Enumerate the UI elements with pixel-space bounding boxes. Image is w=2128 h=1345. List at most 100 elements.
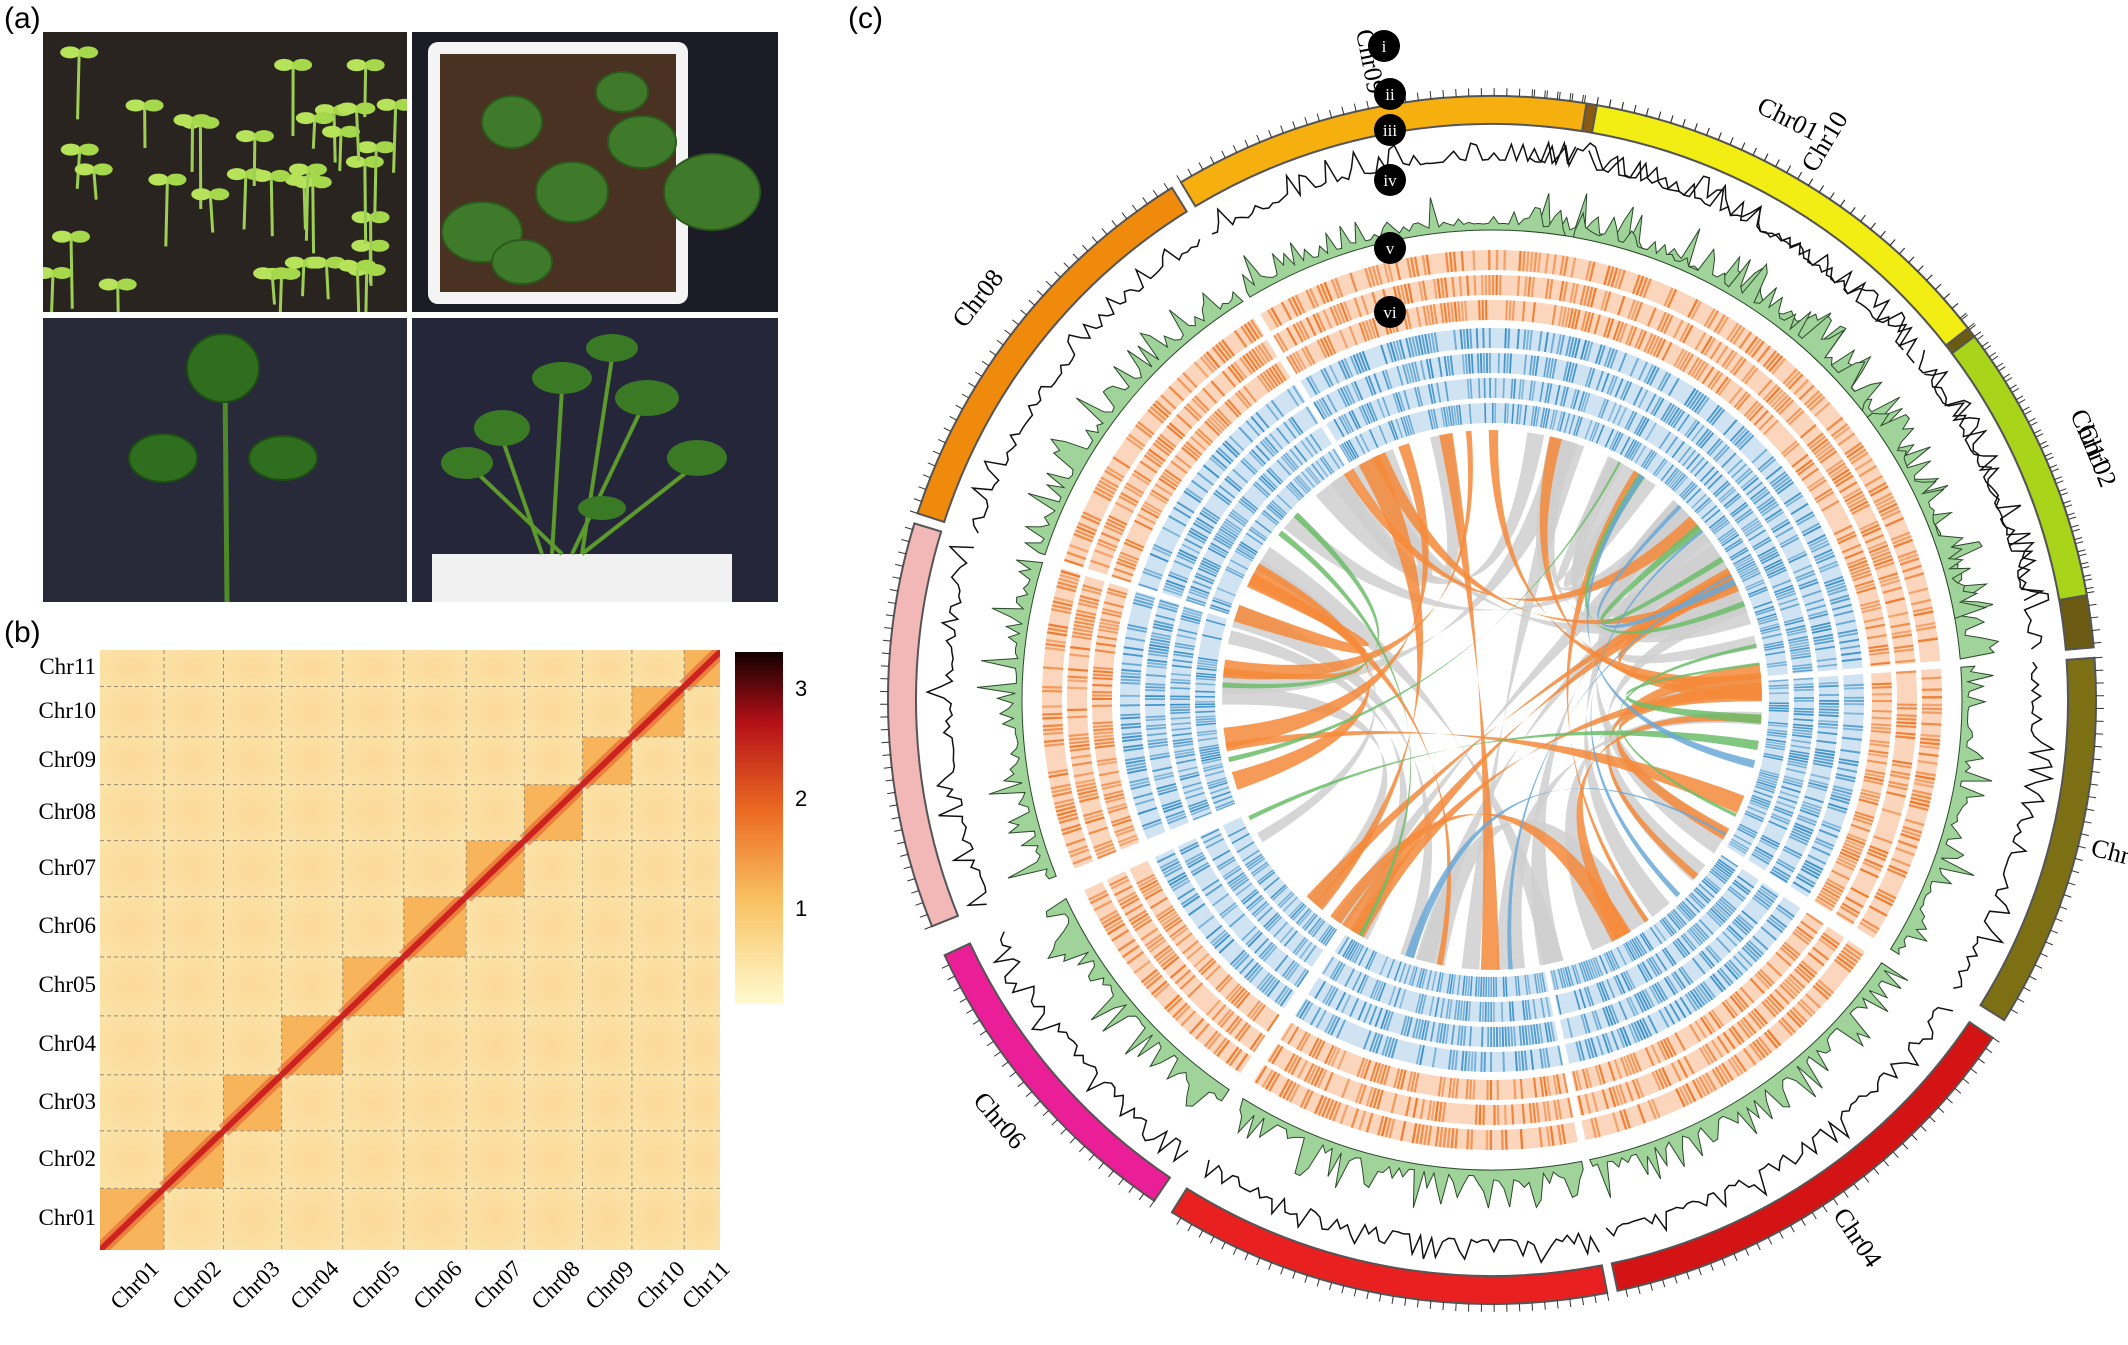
heatmap-y-label: Chr07 xyxy=(0,855,96,881)
heatmap-cell xyxy=(343,1075,404,1131)
heatmap-cell xyxy=(632,1131,684,1188)
track-marker-label: v xyxy=(1386,239,1395,258)
heatmap-cell xyxy=(684,957,720,1016)
heatmap-cell xyxy=(466,1188,524,1250)
heatmap-cell xyxy=(466,1016,524,1075)
heatmap-y-label: Chr04 xyxy=(0,1031,96,1057)
heatmap-cell xyxy=(466,957,524,1016)
chromosome-label: Chr07 xyxy=(856,695,861,761)
heatmap-cell xyxy=(582,785,631,841)
heatmap-cell xyxy=(524,1188,582,1250)
heatmap-cell xyxy=(632,841,684,897)
heatmap-cell xyxy=(466,1075,524,1131)
heatmap-cell xyxy=(404,737,466,785)
heatmap-cell xyxy=(524,1016,582,1075)
heatmap-y-label: Chr11 xyxy=(0,654,96,680)
heatmap-cell xyxy=(632,897,684,957)
heatmap-cell xyxy=(224,1016,282,1075)
heatmap-cell xyxy=(466,737,524,785)
heatmap-cell xyxy=(524,957,582,1016)
heatmap-cell xyxy=(100,897,164,957)
track-marker-label: iii xyxy=(1383,121,1397,140)
potted-plant-photo xyxy=(412,32,778,312)
chromosome-label: Chr04 xyxy=(1827,1202,1887,1272)
heatmap-cell xyxy=(100,1075,164,1131)
heatmap-cell xyxy=(684,785,720,841)
heatmap-cell xyxy=(164,1188,224,1250)
heatmap-cell xyxy=(524,841,582,897)
single-leaf-photo xyxy=(43,318,407,602)
heatmap-y-label: Chr06 xyxy=(0,913,96,939)
heatmap-cell xyxy=(164,1016,224,1075)
heatmap-cell xyxy=(524,897,582,957)
heatmap-cell xyxy=(343,686,404,736)
heatmap-cell xyxy=(684,897,720,957)
heatmap-cell xyxy=(282,1131,343,1188)
heatmap-cell xyxy=(582,686,631,736)
heatmap-cell xyxy=(582,897,631,957)
heatmap-cell xyxy=(224,841,282,897)
chromosome-label: Chr08 xyxy=(946,264,1009,333)
heatmap-cell xyxy=(164,957,224,1016)
track-marker-label: iv xyxy=(1383,171,1397,190)
heatmap-cell xyxy=(632,957,684,1016)
colorbar xyxy=(735,652,783,1004)
heatmap-cell xyxy=(282,686,343,736)
heatmap-cell xyxy=(466,1131,524,1188)
heatmap-cell xyxy=(582,1075,631,1131)
heatmap-cell xyxy=(343,1188,404,1250)
heatmap-cell xyxy=(343,650,404,686)
heatmap-y-label: Chr01 xyxy=(0,1205,96,1231)
heatmap-cell xyxy=(684,737,720,785)
heatmap-cell xyxy=(582,1016,631,1075)
heatmap-cell xyxy=(224,785,282,841)
heatmap-cell xyxy=(100,841,164,897)
track-marker-label: ii xyxy=(1385,85,1395,104)
heatmap-cell xyxy=(404,1131,466,1188)
heatmap-cell xyxy=(632,785,684,841)
heatmap-y-label: Chr02 xyxy=(0,1146,96,1172)
heatmap-cell xyxy=(404,785,466,841)
heatmap-cell xyxy=(524,650,582,686)
heatmap-cell xyxy=(404,957,466,1016)
heatmap-cell xyxy=(282,841,343,897)
seedlings-photo xyxy=(43,32,407,312)
heatmap-cell xyxy=(164,1075,224,1131)
colorbar-tick-1: 1 xyxy=(795,896,807,922)
heatmap-cell xyxy=(282,1075,343,1131)
panel-label-a: (a) xyxy=(4,2,41,36)
heatmap-cell xyxy=(282,897,343,957)
heatmap-cell xyxy=(632,1075,684,1131)
heatmap-cell xyxy=(404,841,466,897)
heatmap-cell xyxy=(524,737,582,785)
heatmap-cell xyxy=(404,650,466,686)
heatmap-cell xyxy=(582,650,631,686)
track-marker-label: vi xyxy=(1383,303,1397,322)
heatmap-cell xyxy=(100,686,164,736)
heatmap-cell xyxy=(524,686,582,736)
circos-plot: Chr01Chr02Chr03Chr04Chr05Chr06Chr07Chr08… xyxy=(856,30,2128,1319)
heatmap-cell xyxy=(524,1075,582,1131)
heatmap-cell xyxy=(282,957,343,1016)
chromosome-band xyxy=(1980,658,2096,1020)
heatmap-cell xyxy=(343,1131,404,1188)
heatmap-cell xyxy=(343,1016,404,1075)
hic-heatmap xyxy=(100,650,720,1250)
heatmap-cell xyxy=(404,1016,466,1075)
heatmap-cell xyxy=(684,686,720,736)
heatmap-cell xyxy=(164,785,224,841)
heatmap-y-label: Chr10 xyxy=(0,698,96,724)
heatmap-y-label: Chr08 xyxy=(0,799,96,825)
heatmap-cell xyxy=(100,1016,164,1075)
heatmap-cell xyxy=(582,1188,631,1250)
chromosome-label: Chr06 xyxy=(968,1086,1032,1154)
heatmap-cell xyxy=(404,1188,466,1250)
heatmap-cell xyxy=(100,737,164,785)
heatmap-cell xyxy=(632,1016,684,1075)
mature-plant-photo xyxy=(412,318,778,602)
heatmap-cell xyxy=(100,785,164,841)
heatmap-cell xyxy=(343,841,404,897)
heatmap-cell xyxy=(224,1131,282,1188)
heatmap-cell xyxy=(164,686,224,736)
heatmap-cell xyxy=(466,785,524,841)
